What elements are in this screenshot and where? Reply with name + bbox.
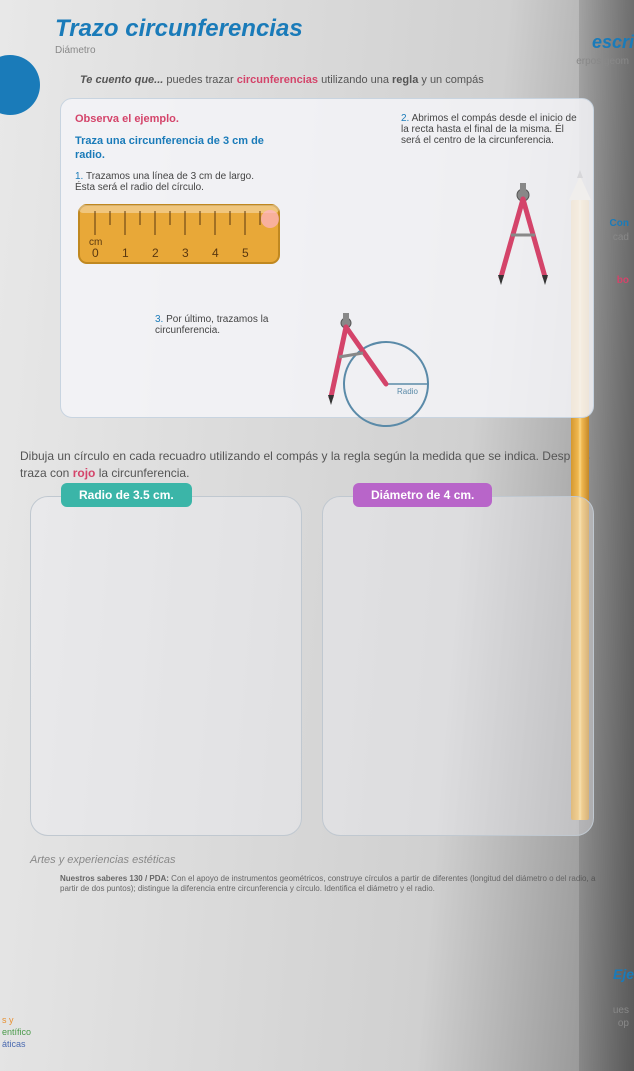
exercise-instruction: Dibuja un círculo en cada recuadro utili… (20, 448, 604, 482)
step2-num: 2. (401, 113, 409, 124)
draw-box-diametro: Diámetro de 4 cm. (322, 496, 594, 836)
nuestros-bold: Nuestros saberes 130 / PDA: (60, 874, 169, 883)
side-l3: áticas (2, 1039, 31, 1049)
drawing-boxes: Radio de 3.5 cm. Diámetro de 4 cm. (30, 496, 594, 836)
step-1: 1. Trazamos una línea de 3 cm de largo. … (75, 171, 275, 193)
compass-open-illustration (483, 179, 563, 294)
partial-text-escr: escri (592, 32, 634, 53)
page-title: Trazo circunferencias (55, 15, 624, 43)
nuestros-saberes: Nuestros saberes 130 / PDA: Con el apoyo… (60, 874, 604, 895)
partial-text-erpos: erpos geom (576, 56, 629, 67)
te-cuento-line: Te cuento que... puedes trazar circunfer… (80, 74, 624, 86)
te-cuento-t1: puedes trazar (163, 74, 236, 86)
partial-ues: ues (613, 1005, 629, 1016)
title-area: Trazo circunferencias Diámetro (20, 15, 624, 56)
svg-text:1: 1 (122, 246, 129, 260)
step-3: 3. Por último, trazamos la circunferenci… (155, 314, 275, 336)
compass2-svg: Radio (301, 309, 451, 429)
example-box: Observa el ejemplo. Traza una circunfere… (60, 98, 594, 418)
side-l1: s y (2, 1015, 31, 1025)
te-cuento-hl2: regla (392, 74, 418, 86)
te-cuento-prefix: Te cuento que... (80, 74, 163, 86)
instr-rojo: rojo (73, 466, 96, 480)
radio-word: radio. (75, 149, 581, 161)
step1-text: Trazamos una línea de 3 cm de largo. Ést… (75, 171, 254, 193)
page-subtitle: Diámetro (55, 45, 624, 56)
svg-text:3: 3 (182, 246, 189, 260)
instr-t2: la circunferencia. (95, 466, 189, 480)
partial-op: op (618, 1018, 629, 1029)
side-subject-labels: s y entífico áticas (2, 1015, 31, 1051)
compass-circle-illustration: Radio (301, 309, 451, 434)
step2-text: Abrimos el compás desde el inicio de la … (401, 113, 577, 146)
te-cuento-hl: circunferencias (237, 74, 318, 86)
side-l2: entífico (2, 1027, 31, 1037)
svg-text:4: 4 (212, 246, 219, 260)
svg-text:5: 5 (242, 246, 249, 260)
svg-text:2: 2 (152, 246, 159, 260)
draw-box-radio: Radio de 3.5 cm. (30, 496, 302, 836)
radio-label: Radio (397, 387, 418, 396)
compass1-svg (483, 179, 563, 289)
page: Trazo circunferencias Diámetro escri erp… (0, 0, 634, 1071)
svg-text:0: 0 (92, 246, 99, 260)
footer: Artes y experiencias estéticas Nuestros … (30, 854, 604, 895)
step-2: 2. Abrimos el compás desde el inicio de … (401, 113, 581, 146)
step1-num: 1. (75, 171, 83, 182)
partial-bo: bo (617, 275, 629, 286)
label-radio: Radio de 3.5 cm. (61, 483, 192, 507)
partial-cad: cad (613, 232, 629, 243)
te-cuento-t3: y un compás (418, 74, 483, 86)
label-diametro: Diámetro de 4 cm. (353, 483, 492, 507)
step3-num: 3. (155, 314, 163, 325)
partial-con: Con (610, 218, 629, 229)
decorative-circle (0, 55, 40, 115)
artes-text: Artes y experiencias estéticas (30, 854, 604, 866)
step3-text: Por último, trazamos la circunferencia. (155, 314, 268, 336)
partial-eje: Eje (613, 966, 634, 982)
ruler-svg: cm 0 1 2 3 4 5 (75, 201, 285, 269)
te-cuento-t2: utilizando una (318, 74, 392, 86)
